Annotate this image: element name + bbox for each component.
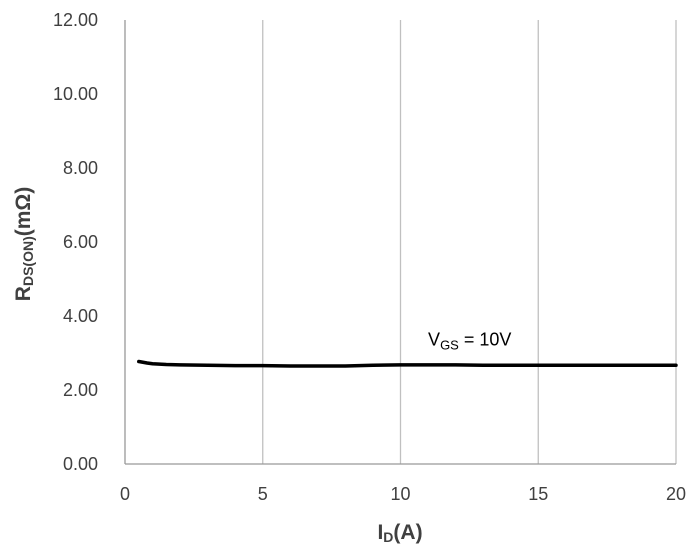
annotation-main: V (428, 330, 440, 350)
series-line-0 (137, 359, 678, 368)
y-axis-title: RDS(ON)(mΩ) (12, 187, 36, 301)
x-axis-title-sub: D (383, 529, 393, 545)
y-tick-label-10.00: 10.00 (53, 84, 98, 104)
series-layer (137, 359, 678, 368)
x-tick-label-10: 10 (390, 484, 410, 504)
y-axis-title-main: R (12, 286, 35, 301)
x-axis-title-main: I (377, 521, 383, 544)
annotation-sub: GS (440, 338, 459, 353)
x-tick-label-5: 5 (258, 484, 268, 504)
vgs-annotation: VGS = 10V (428, 330, 511, 353)
y-tick-label-2.00: 2.00 (63, 380, 98, 400)
x-tick-label-20: 20 (666, 484, 686, 504)
y-tick-label-6.00: 6.00 (63, 232, 98, 252)
y-tick-label-12.00: 12.00 (53, 10, 98, 30)
x-tick-labels: 0 5 10 15 20 (120, 484, 686, 504)
x-axis-title: ID(A) (377, 521, 422, 545)
annotation-text: = 10V (459, 330, 512, 350)
y-tick-label-0.00: 0.00 (63, 454, 98, 474)
axes (124, 20, 676, 465)
x-tick-label-15: 15 (528, 484, 548, 504)
y-axis-title-unit: (mΩ) (12, 187, 35, 237)
x-axis-title-unit: (A) (393, 521, 422, 544)
y-axis-title-sub: DS(ON) (20, 236, 36, 286)
y-tick-labels: 0.00 2.00 4.00 6.00 8.00 10.00 12.00 (53, 10, 98, 474)
y-tick-label-4.00: 4.00 (63, 306, 98, 326)
grid-lines (262, 20, 677, 464)
x-tick-label-0: 0 (120, 484, 130, 504)
y-tick-label-8.00: 8.00 (63, 158, 98, 178)
